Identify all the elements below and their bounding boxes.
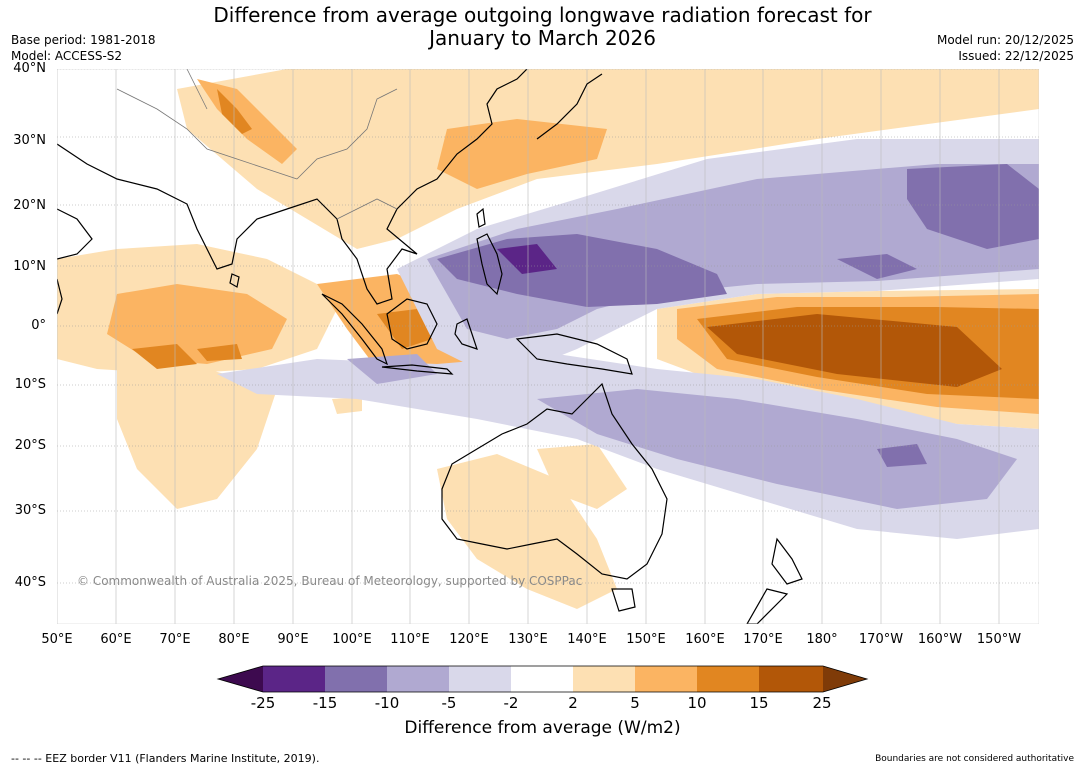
colorbar-outline [216, 665, 869, 693]
lon-label-130e: 130°E [508, 632, 548, 647]
colorbar-tick-label: -10 [374, 694, 400, 712]
map-title: Difference from average outgoing longwav… [0, 4, 1085, 50]
eez-border-legend: -- -- -- EEZ border V11 (Flanders Marine… [11, 752, 320, 765]
colorbar-tick-label: 10 [687, 694, 707, 712]
colorbar [216, 665, 869, 693]
lat-label-30n: 30°N [13, 133, 46, 148]
colorbar-tick-label: 5 [630, 694, 640, 712]
lon-label-160e: 160°E [685, 632, 725, 647]
base-period: Base period: 1981-2018 [11, 33, 156, 47]
olr-anomaly-map: © Commonwealth of Australia 2025, Bureau… [57, 69, 1039, 624]
colorbar-swatch-5 [511, 666, 573, 692]
negative-anomaly-regions [217, 139, 1039, 539]
colorbar-swatch-10 [823, 666, 867, 692]
colorbar-swatch-7 [635, 666, 697, 692]
lat-label-20s: 20°S [14, 438, 46, 453]
colorbar-tick-label: 2 [568, 694, 578, 712]
lat-label-20n: 20°N [13, 198, 46, 213]
lon-label-100e: 100°E [332, 632, 372, 647]
colorbar-tick-label: -25 [250, 694, 276, 712]
copyright-notice: © Commonwealth of Australia 2025, Bureau… [77, 574, 582, 588]
colorbar-tick-label: 15 [749, 694, 769, 712]
lat-label-40n: 40°N [13, 61, 46, 76]
model-run: Model run: 20/12/2025 [936, 33, 1074, 47]
colorbar-swatch-2 [325, 666, 387, 692]
coastlines [57, 69, 803, 624]
colorbar-tick-label: -2 [503, 694, 519, 712]
colorbar-swatch-8 [697, 666, 759, 692]
title-line-1: Difference from average outgoing longwav… [213, 3, 872, 27]
model-name: Model: ACCESS-S2 [11, 49, 123, 63]
meridians [57, 69, 1000, 624]
lon-label-80e: 80°E [218, 632, 250, 647]
lon-label-120e: 120°E [449, 632, 489, 647]
meta-left: Base period: 1981-2018 Model: ACCESS-S2 [11, 32, 156, 64]
lon-label-60e: 60°E [100, 632, 132, 647]
colorbar-swatch-3 [387, 666, 449, 692]
colorbar-swatch-1 [263, 666, 325, 692]
meta-right: Model run: 20/12/2025 Issued: 22/12/2025 [937, 32, 1074, 64]
lon-label-150w: 150°W [976, 632, 1022, 647]
colorbar-swatch-0 [218, 666, 263, 692]
country-borders [116, 69, 398, 220]
colorbar-swatch-4 [449, 666, 511, 692]
colorbar-swatch-9 [759, 666, 823, 692]
colorbar-swatch-6 [573, 666, 635, 692]
lat-label-10s: 10°S [14, 377, 46, 392]
lon-label-150e: 150°E [626, 632, 666, 647]
title-line-2: January to March 2026 [429, 26, 656, 50]
lon-label-170e: 170°E [743, 632, 783, 647]
colorbar-tick-label: 25 [812, 694, 832, 712]
lat-label-0: 0° [31, 318, 46, 333]
colorbar-tick-label: -15 [312, 694, 338, 712]
lon-label-70e: 70°E [159, 632, 191, 647]
lon-label-90e: 90°E [277, 632, 309, 647]
colorbar-title: Difference from average (W/m2) [404, 718, 681, 738]
positive-anomaly-regions [57, 69, 1039, 609]
lon-label-180: 180° [806, 632, 838, 647]
lat-label-40s: 40°S [14, 575, 46, 590]
lon-label-110e: 110°E [390, 632, 430, 647]
colorbar-tick-label: -5 [441, 694, 457, 712]
lon-label-160w: 160°W [917, 632, 963, 647]
lon-label-50e: 50°E [41, 632, 73, 647]
issued-date: Issued: 22/12/2025 [958, 49, 1074, 63]
boundaries-disclaimer: Boundaries are not considered authoritat… [875, 754, 1074, 764]
lon-label-140e: 140°E [567, 632, 607, 647]
lat-label-10n: 10°N [13, 259, 46, 274]
lon-label-170w: 170°W [858, 632, 904, 647]
lat-label-30s: 30°S [14, 503, 46, 518]
